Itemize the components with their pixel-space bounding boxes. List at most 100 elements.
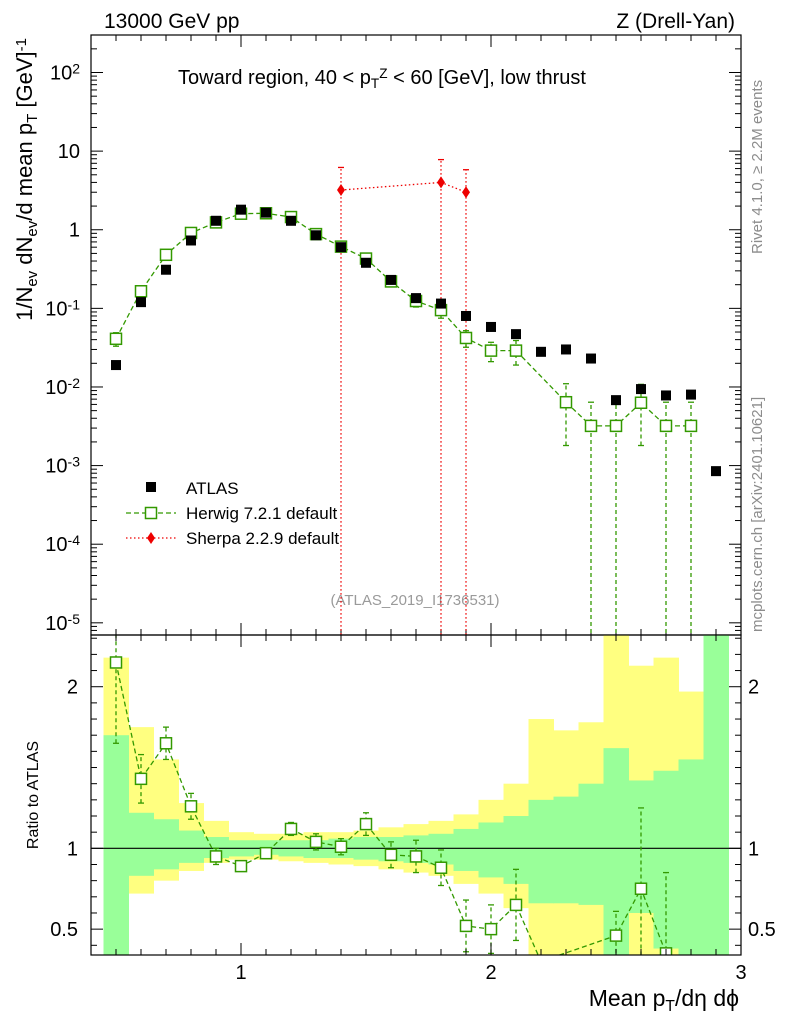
herwig-marker: [484, 344, 498, 357]
y-tick-label: 10-4: [45, 532, 80, 556]
ratio-herwig-marker: [159, 737, 173, 750]
atlas-marker: [386, 274, 396, 285]
text-part: dN: [12, 237, 37, 271]
legend: ATLAS Herwig 7.2.1 default Sherpa 2.2.9 de…: [126, 479, 339, 548]
ratio-herwig-marker: [634, 882, 648, 895]
herwig-marker: [459, 331, 473, 345]
herwig-marker: [684, 419, 698, 433]
ratio-herwig-marker: [484, 922, 498, 936]
x-tick-label: 2: [485, 962, 496, 984]
green-band: [103, 735, 129, 955]
main-plot-area: [109, 158, 721, 635]
sherpa-line: [340, 181, 467, 193]
legend-atlas-label: ATLAS: [186, 479, 239, 498]
green-band: [478, 822, 504, 878]
herwig-marker: [509, 344, 523, 357]
text-part: Toward region, 40 < p: [178, 67, 371, 89]
green-band: [178, 830, 204, 863]
herwig-marker: [159, 248, 173, 262]
y-tick-label: 10-2: [45, 375, 80, 399]
ratio-herwig-marker: [234, 859, 248, 873]
ratio-herwig-marker: [384, 848, 398, 862]
y-tick-exp: -5: [68, 611, 81, 627]
sherpa-marker: [437, 176, 445, 189]
herwig-marker: [609, 419, 623, 433]
atlas-marker: [436, 298, 446, 309]
green-band: [528, 799, 554, 904]
text-part: ev: [24, 270, 41, 286]
text-part: /d mean p: [12, 123, 37, 221]
atlas-marker: [336, 242, 346, 253]
ratio-y-tick-label-right: 1: [748, 838, 759, 860]
legend-sherpa-label: Sherpa 2.2.9 default: [186, 529, 339, 548]
atlas-marker: [586, 353, 596, 364]
y-tick-exp: -4: [68, 532, 81, 548]
atlas-marker: [561, 344, 571, 355]
ratio-y-axis-label: Ratio to ATLAS: [25, 741, 42, 849]
ratio-herwig-marker: [459, 919, 473, 933]
herwig-marker: [634, 396, 648, 409]
atlas-marker: [211, 215, 221, 226]
atlas-marker: [311, 230, 321, 241]
y-tick-label: 10-1: [45, 296, 80, 320]
text-part: T: [665, 998, 675, 1015]
ratio-herwig-marker: [309, 835, 323, 849]
ratio-herwig-marker: [109, 656, 123, 669]
legend-herwig-marker: [144, 506, 158, 520]
herwig-marker: [584, 419, 598, 433]
y-tick-exp: 2: [72, 60, 80, 76]
y-tick-base: 10: [50, 63, 72, 85]
y-axis-label: 1/Nev dNev/d mean pT [GeV]-1: [12, 38, 41, 321]
ratio-plot-area: [91, 635, 741, 955]
green-band: [453, 828, 479, 871]
y-tick-base: 10: [58, 141, 80, 163]
ratio-herwig-marker: [609, 929, 623, 942]
atlas-marker: [136, 297, 146, 308]
ratio-herwig-marker: [359, 817, 373, 831]
y-tick-exp: -1: [68, 296, 81, 312]
atlas-marker: [361, 257, 371, 268]
y-tick-base: 1: [69, 220, 80, 242]
atlas-marker: [261, 207, 271, 218]
text-part: /dη dϕ: [675, 985, 739, 1011]
herwig-marker: [134, 285, 148, 298]
ratio-y-tick-label-right: 2: [748, 677, 759, 699]
x-axis-label: Mean pT/dη dϕ: [589, 985, 739, 1015]
atlas-marker: [636, 384, 646, 395]
watermark: (ATLAS_2019_I1736531): [330, 592, 499, 609]
y-tick-base: 10: [45, 456, 67, 478]
ratio-herwig-line: [115, 662, 667, 955]
green-band: [128, 812, 154, 876]
atlas-marker: [411, 293, 421, 304]
x-tick-label: 1: [235, 962, 246, 984]
herwig-line: [115, 212, 691, 427]
y-tick-base: 10: [45, 377, 67, 399]
ratio-herwig-marker: [184, 800, 198, 813]
sherpa-marker: [462, 186, 470, 199]
rivet-label: Rivet 4.1.0, ≥ 2.2M events: [749, 80, 766, 254]
green-band: [678, 759, 704, 955]
text-part: 1/N: [12, 287, 37, 321]
atlas-marker: [461, 310, 471, 321]
y-tick-label: 10-3: [45, 453, 80, 477]
atlas-marker: [236, 204, 246, 215]
mcplots-label: mcplots.cern.ch [arXiv:2401.10621]: [749, 397, 766, 632]
y-tick-label: 10-5: [45, 611, 80, 635]
y-tick-exp: -3: [68, 453, 81, 469]
text-part: T: [24, 114, 41, 123]
green-band: [428, 833, 454, 865]
text-part: T: [371, 76, 379, 91]
y-tick-exp: -2: [68, 375, 81, 391]
y-tick-base: 10: [45, 534, 67, 556]
ratio-herwig-marker: [409, 850, 423, 863]
ratio-herwig-marker: [259, 846, 273, 860]
green-band: [553, 796, 579, 904]
legend-sherpa-marker: [147, 532, 155, 544]
ratio-herwig-marker: [284, 822, 298, 836]
x-tick-label: 3: [735, 962, 746, 984]
ratio-herwig-marker: [134, 772, 148, 786]
green-band: [503, 816, 529, 884]
